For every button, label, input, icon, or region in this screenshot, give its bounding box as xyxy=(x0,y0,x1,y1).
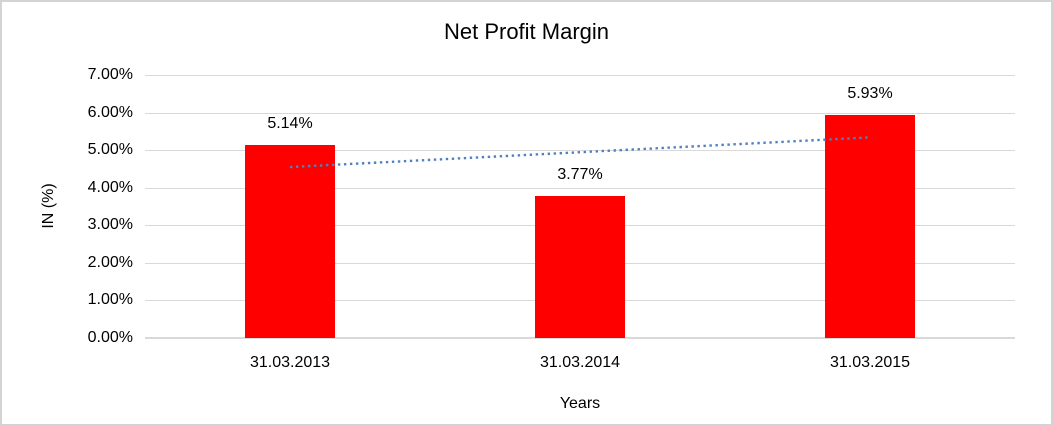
plot-area: 5.14% 3.77% 5.93% xyxy=(145,75,1015,339)
x-tick-label: 31.03.2015 xyxy=(829,354,911,371)
y-tick-label: 6.00% xyxy=(87,103,133,121)
bar xyxy=(245,144,335,338)
y-tick-label: 2.00% xyxy=(87,253,133,271)
y-tick-label: 4.00% xyxy=(87,178,133,196)
bar-data-label: 3.77% xyxy=(557,166,603,184)
y-tick-label: 1.00% xyxy=(87,291,133,309)
bar xyxy=(535,196,625,338)
trendline xyxy=(289,136,871,169)
gridline xyxy=(145,337,1015,339)
chart-title: Net Profit Margin xyxy=(443,19,610,44)
y-tick-label: 5.00% xyxy=(87,141,133,159)
gridline xyxy=(145,187,1015,189)
x-tick-label: 31.03.2013 xyxy=(249,354,331,371)
gridline xyxy=(145,75,1015,76)
x-tick-label: 31.03.2014 xyxy=(539,354,621,371)
bar xyxy=(825,115,915,338)
bar-data-label: 5.14% xyxy=(267,114,313,132)
gridline xyxy=(145,112,1015,114)
y-tick-label: 7.00% xyxy=(87,66,133,83)
x-axis-title: Years xyxy=(559,395,601,412)
y-tick-label: 3.00% xyxy=(87,216,133,234)
y-tick-label: 0.00% xyxy=(87,329,133,346)
bar-data-label: 5.93% xyxy=(847,85,893,103)
